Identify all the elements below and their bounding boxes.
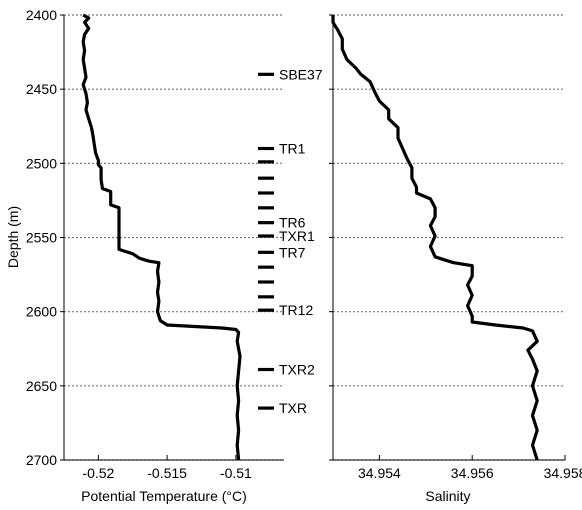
salinity-x-tick-label: 34.954	[358, 465, 401, 481]
temperature-x-ticks: -0.52 -0.515 -0.51	[82, 455, 252, 481]
instrument-label: TR1	[279, 141, 306, 157]
instrument-label: TR12	[279, 302, 313, 318]
instrument-label: TXR1	[279, 228, 315, 244]
instrument-label: TXR2	[279, 362, 315, 378]
depth-tick-label: 2650	[26, 378, 57, 394]
depth-tick-label: 2400	[26, 7, 57, 23]
salinity-profile-line	[331, 15, 539, 461]
temperature-profile-line	[81, 13, 242, 461]
depth-ticks: 2400 2450 2500 2550 2600 2650 2700	[26, 7, 333, 468]
instrument-label: TXR	[279, 400, 307, 416]
temperature-gridlines	[64, 14, 284, 461]
salinity-axis-label: Salinity	[425, 488, 470, 504]
depth-tick-label: 2700	[26, 452, 57, 468]
depth-tick-label: 2500	[26, 155, 57, 171]
instrument-label: TR7	[279, 244, 306, 260]
depth-tick-label: 2450	[26, 81, 57, 97]
temperature-x-tick-label: -0.51	[220, 465, 252, 481]
salinity-x-tick-label: 34.958	[544, 465, 582, 481]
temperature-axis-label: Potential Temperature (°C)	[81, 488, 247, 504]
depth-tick-label: 2550	[26, 230, 57, 246]
temperature-x-tick-label: -0.52	[82, 465, 114, 481]
instrument-label: TR6	[279, 215, 306, 231]
temperature-x-tick-label: -0.515	[147, 465, 187, 481]
instrument-label: SBE37	[279, 66, 323, 82]
depth-axis-label: Depth (m)	[5, 206, 21, 268]
salinity-x-ticks: 34.954 34.956 34.958	[358, 455, 582, 481]
salinity-panel: 34.954 34.956 34.958 Salinity	[331, 14, 582, 504]
depth-tick-label: 2600	[26, 304, 57, 320]
salinity-x-tick-label: 34.956	[451, 465, 494, 481]
